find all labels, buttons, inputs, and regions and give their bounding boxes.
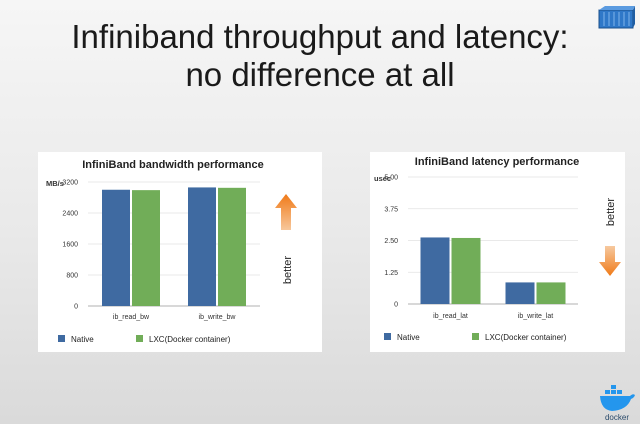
y-tick-label: 2400 bbox=[62, 211, 78, 218]
y-tick-label: 1.25 bbox=[384, 270, 398, 277]
legend-swatch-native bbox=[58, 335, 65, 342]
bar-native-ib_write_bw bbox=[188, 187, 216, 306]
slide-title-line-1: Infiniband throughput and latency: bbox=[71, 18, 569, 55]
docker-whale-logo: docker bbox=[600, 385, 635, 422]
legend-label: Native bbox=[71, 335, 94, 344]
legend-label: LXC(Docker container) bbox=[485, 333, 567, 342]
bar-lxc-ib_read_bw bbox=[132, 190, 160, 306]
bandwidth-chart: InfiniBand bandwidth performance MB/s 0 800… bbox=[46, 159, 297, 344]
legend-label: LXC(Docker container) bbox=[149, 335, 231, 344]
slide-title-line-2: no difference at all bbox=[185, 56, 455, 93]
x-category-label: ib_read_lat bbox=[433, 313, 468, 320]
chart-title: InfiniBand latency performance bbox=[415, 156, 579, 168]
y-tick-label: 1600 bbox=[62, 242, 78, 249]
shipping-container-icon bbox=[598, 6, 635, 29]
x-category-label: ib_write_bw bbox=[199, 314, 237, 321]
x-category-label: ib_write_lat bbox=[518, 313, 553, 320]
bar-native-ib_read_lat bbox=[420, 237, 450, 304]
bar-native-ib_read_bw bbox=[102, 189, 130, 306]
bar-lxc-ib_write_lat bbox=[536, 282, 566, 304]
better-label: better bbox=[605, 198, 617, 226]
svg-text:docker: docker bbox=[605, 413, 629, 422]
better-label: better bbox=[282, 256, 294, 284]
x-category-label: ib_read_bw bbox=[113, 314, 150, 321]
better-arrow-down bbox=[599, 246, 621, 276]
bar-lxc-ib_read_lat bbox=[451, 237, 481, 304]
y-axis-label: usec bbox=[374, 174, 391, 183]
y-tick-label: 3.75 bbox=[384, 206, 398, 213]
better-arrow-up bbox=[275, 194, 297, 230]
bar-native-ib_write_lat bbox=[505, 282, 535, 304]
latency-chart: InfiniBand latency performance usec 0 1.25 2… bbox=[374, 156, 621, 342]
y-tick-label: 0 bbox=[74, 304, 78, 311]
y-tick-label: 2.50 bbox=[384, 238, 398, 245]
bandwidth-chart-panel: InfiniBand bandwidth performance MB/s 0 800… bbox=[38, 152, 322, 352]
bar-lxc-ib_write_bw bbox=[218, 187, 246, 306]
slide-title: Infiniband throughput and latency: no di… bbox=[0, 18, 640, 94]
y-axis-label: MB/s bbox=[46, 179, 64, 188]
legend-swatch-lxc bbox=[136, 335, 143, 342]
legend-swatch-lxc bbox=[472, 333, 479, 340]
chart-title: InfiniBand bandwidth performance bbox=[82, 159, 264, 171]
y-tick-label: 5.00 bbox=[384, 175, 398, 182]
legend-label: Native bbox=[397, 333, 420, 342]
y-tick-label: 0 bbox=[394, 302, 398, 309]
latency-chart-panel: InfiniBand latency performance usec 0 1.25 2… bbox=[370, 152, 625, 352]
legend-swatch-native bbox=[384, 333, 391, 340]
y-tick-label: 3200 bbox=[62, 180, 78, 187]
y-tick-label: 800 bbox=[66, 273, 78, 280]
